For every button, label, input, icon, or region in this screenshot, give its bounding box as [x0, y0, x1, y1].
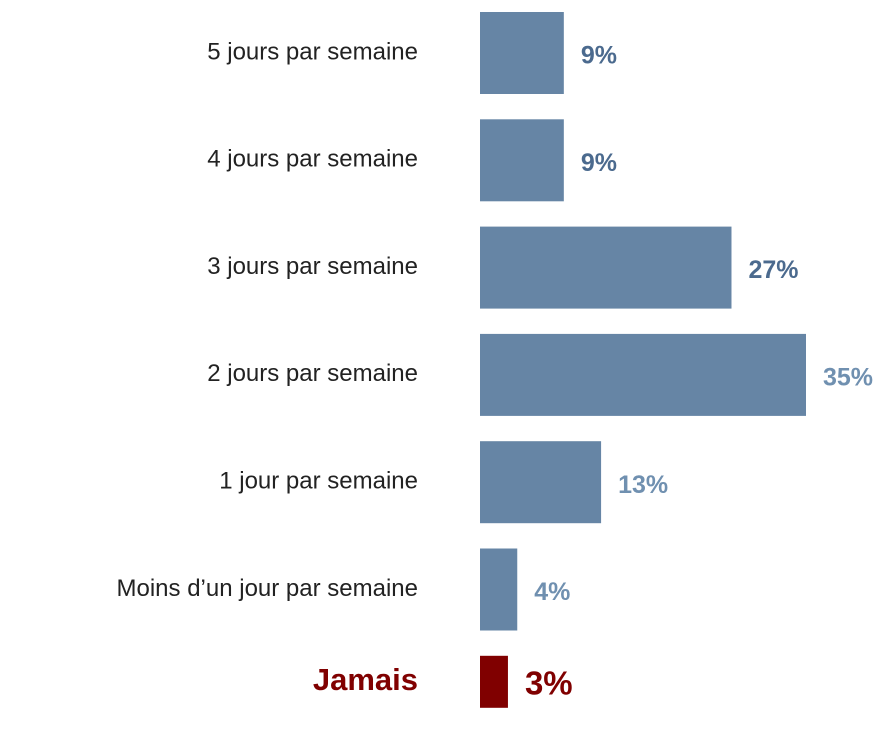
value-label: 3% — [525, 665, 573, 702]
bar — [480, 548, 518, 631]
value-label: 13% — [618, 471, 668, 499]
category-label: 5 jours par semaine — [207, 38, 418, 65]
category-label: 4 jours par semaine — [207, 146, 418, 173]
bar — [480, 226, 732, 309]
category-label: Jamais — [313, 662, 418, 697]
bar — [480, 655, 508, 708]
value-label: 27% — [748, 256, 798, 284]
category-label: 1 jour par semaine — [219, 468, 418, 495]
category-label: 3 jours par semaine — [207, 253, 418, 280]
value-label: 35% — [823, 364, 873, 392]
value-label: 9% — [581, 42, 617, 70]
category-label: 2 jours par semaine — [207, 360, 418, 387]
bar — [480, 441, 602, 524]
bar — [480, 12, 564, 94]
category-label: Moins d’un jour par semaine — [117, 575, 419, 602]
bar — [480, 119, 564, 202]
value-label: 4% — [534, 578, 570, 606]
bar — [480, 333, 806, 416]
value-label: 9% — [581, 149, 617, 177]
